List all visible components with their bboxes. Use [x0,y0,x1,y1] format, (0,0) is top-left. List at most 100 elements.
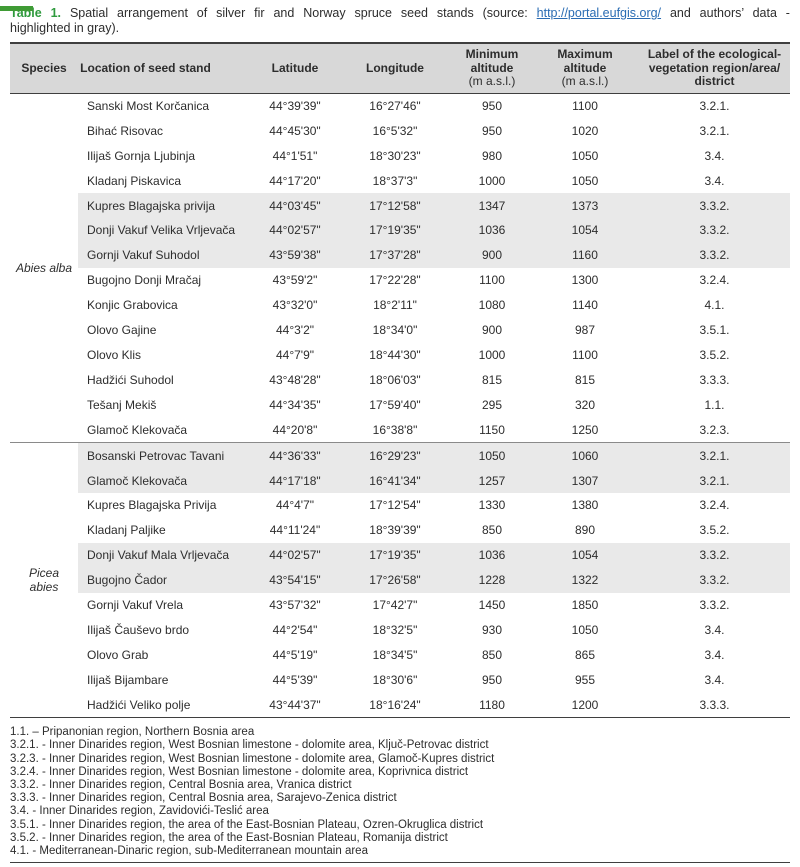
col-header-region-label: Label of the ecological- vegetation regi… [647,47,782,88]
min-altitude-cell: 950 [481,123,503,138]
latitude-cell: 44°5'19" [272,647,318,662]
latitude-cell: 44°17'20" [269,173,321,188]
min-altitude-cell: 815 [481,372,503,387]
longitude-cell: 17°59'40" [369,397,421,412]
max-altitude-cell: 1850 [571,598,599,613]
table-row: Olovo Klis 44°7'9" 18°44'30" 1000 1100 3.5.2. [78,343,790,368]
region-label-cell: 4.1. [704,298,725,313]
location-cell: Bihać Risovac [87,123,164,138]
table-row: Bihać Risovac 44°45'30" 16°5'32" 950 1020 3.2… [78,118,790,143]
min-altitude-cell: 1050 [478,448,506,463]
longitude-cell: 18°30'23" [369,148,421,163]
max-altitude-cell: 1322 [571,573,599,588]
longitude-cell: 18°44'30" [369,348,421,363]
table-row: Donji Vakuf Velika Vrljevača 44°02'57" 17°… [78,218,790,243]
caption-text-before-link: Spatial arrangement of silver fir and No… [69,6,528,20]
max-altitude-cell: 320 [574,397,596,412]
table-caption: Table 1. Spatial arrangement of silver f… [10,6,790,36]
max-altitude-cell: 1050 [571,148,599,163]
min-altitude-cell: 1347 [478,198,506,213]
footnote-line: 3.3.2. - Inner Dinarides region, Central… [10,778,352,791]
longitude-cell: 16°38'8" [372,422,418,437]
latitude-cell: 43°59'2" [272,273,318,288]
footnote-line: 3.4. - Inner Dinarides region, Zavidović… [10,805,269,818]
max-altitude-cell: 1050 [571,622,599,637]
latitude-cell: 43°48'28" [269,372,321,387]
max-altitude-cell: 987 [574,323,596,338]
max-altitude-cell: 1054 [571,223,599,238]
longitude-cell: 18°06'03" [369,372,421,387]
location-cell: Olovo Gajine [87,323,157,338]
min-altitude-cell: 1150 [479,422,505,437]
table-row: Kladanj Paljike 44°11'24" 18°39'39" 850 890 3… [78,518,790,543]
region-label-cell: 3.2.1. [699,473,730,488]
latitude-cell: 44°03'45" [269,198,321,213]
table-row: Glamoč Klekovača 44°20'8" 16°38'8" 1150 1250… [78,417,790,442]
longitude-cell: 17°42'7" [372,598,418,613]
location-cell: Bosanski Petrovac Tavani [87,448,225,463]
location-cell: Gornji Vakuf Suhodol [87,248,200,263]
max-altitude-cell: 1050 [571,173,599,188]
region-label-cell: 3.4. [704,148,725,163]
table-row: Kladanj Piskavica 44°17'20" 18°37'3" 1000 10… [78,168,790,193]
source-link[interactable]: http://portal.eufgis.org/ [536,6,662,20]
table-row: Kupres Blagajska Privija 44°4'7" 17°12'54"… [78,493,790,518]
max-altitude-cell: 1020 [571,123,599,138]
region-label-cell: 3.2.1. [699,448,730,463]
region-label-cell: 3.5.2. [699,523,730,538]
caption-line2: highlighted in gray). [10,21,120,35]
max-altitude-cell: 1250 [571,422,599,437]
min-altitude-cell: 1228 [478,573,506,588]
location-cell: Kupres Blagajska Privija [87,498,217,513]
longitude-cell: 17°19'35" [369,548,421,563]
table-header-row: Species Location of seed stand Latitude … [10,44,790,94]
region-label-cell: 3.4. [704,622,725,637]
latitude-cell: 43°57'32" [269,598,321,613]
min-altitude-cell: 1000 [478,173,506,188]
col-header-min-altitude: Minimum altitude (m a.s.l.) [453,47,531,89]
region-label-cell: 3.4. [704,647,725,662]
max-altitude-cell: 1160 [572,248,598,263]
min-altitude-cell: 900 [481,248,503,263]
latitude-cell: 44°7'9" [275,348,315,363]
min-altitude-cell: 1330 [478,498,506,513]
species-group-abies-alba: Abies alba Sanski Most Korčanica 44°39'39… [10,94,790,443]
latitude-cell: 44°3'2" [275,323,315,338]
location-cell: Ilijaš Bijambare [87,672,169,687]
location-cell: Sanski Most Korčanica [87,98,210,113]
longitude-cell: 18°39'39" [369,523,421,538]
caption-text-after-link: and authors’ data - [669,6,790,20]
group-rows: Sanski Most Korčanica 44°39'39" 16°27'46" 9… [78,94,790,443]
species-name: Picea abies [28,566,60,595]
table-row: Glamoč Klekovača 44°17'18" 16°41'34" 1257 13… [78,468,790,493]
region-label-cell: 3.3.2. [699,223,730,238]
min-altitude-cell: 1036 [478,223,506,238]
location-cell: Ilijaš Čauševo brdo [87,622,190,637]
min-altitude-cell: 1000 [478,348,506,363]
latitude-cell: 44°17'18" [269,473,321,488]
table-row: Olovo Gajine 44°3'2" 18°34'0" 900 987 3.5.1. [78,318,790,343]
max-altitude-cell: 1054 [571,548,599,563]
location-cell: Kladanj Piskavica [87,173,182,188]
longitude-cell: 17°26'58" [369,573,421,588]
latitude-cell: 44°34'35" [269,397,321,412]
longitude-cell: 16°29'23" [369,448,421,463]
latitude-cell: 44°02'57" [269,223,321,238]
latitude-cell: 44°1'51" [272,148,318,163]
longitude-cell: 18°2'11" [373,298,417,313]
col-header-longitude: Longitude [366,60,424,75]
group-rows: Bosanski Petrovac Tavani 44°36'33" 16°29'2… [78,443,790,717]
table-body: Abies alba Sanski Most Korčanica 44°39'39… [10,94,790,718]
region-label-cell: 3.3.2. [699,548,730,563]
location-cell: Olovo Grab [87,647,149,662]
region-label-cell: 3.3.2. [699,198,730,213]
table-row: Kupres Blagajska privija 44°03'45" 17°12'5… [78,193,790,219]
location-cell: Glamoč Klekovača [87,473,188,488]
location-cell: Kupres Blagajska privija [87,198,216,213]
page-corner-green-bar [0,6,33,11]
location-cell: Kladanj Paljike [87,523,166,538]
region-label-cell: 3.3.3. [699,372,730,387]
longitude-cell: 17°12'54" [369,498,421,513]
max-altitude-unit: (m a.s.l.) [561,74,609,88]
min-altitude-cell: 1036 [478,548,506,563]
